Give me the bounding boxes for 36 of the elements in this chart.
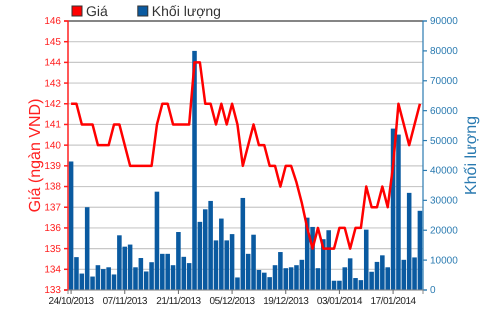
y2-tick-label: 50000 — [430, 136, 458, 147]
x-tick-label: 05/12/2013 — [210, 296, 256, 308]
y2-tick-label: 90000 — [430, 16, 458, 28]
line-series — [70, 61, 422, 250]
y-tick-label: 133 — [44, 285, 62, 296]
x-tick-label: 19/12/2013 — [263, 296, 310, 308]
y-tick-label: 145 — [44, 36, 62, 48]
y-tick-label: 142 — [44, 98, 62, 110]
y2-tick-label: 70000 — [430, 76, 458, 87]
y-axis-title: Giá (ngàn VND) — [27, 98, 44, 212]
y-tick-label: 139 — [44, 161, 62, 172]
y-tick-label: 136 — [44, 223, 62, 234]
y2-tick-label: 30000 — [430, 196, 458, 207]
y-tick-label: 137 — [44, 202, 62, 214]
y-tick-label: 134 — [44, 264, 62, 276]
y2-tick-label: 40000 — [430, 166, 458, 177]
y-tick-label: 143 — [44, 78, 62, 90]
legend-label: Giá — [86, 3, 108, 19]
y2-tick-label: 60000 — [430, 106, 458, 117]
y2-tick-label: 10000 — [430, 255, 458, 266]
x-tick-label: 24/10/2013 — [48, 296, 95, 308]
y-tick-label: 141 — [44, 120, 62, 131]
y-tick-label: 138 — [44, 182, 62, 193]
x-tick-label: 21/11/2013 — [156, 296, 202, 308]
y-tick-label: 146 — [44, 16, 62, 28]
x-tick-label: 17/01/2014 — [370, 296, 417, 308]
x-tick-label: 03/01/2014 — [316, 296, 363, 308]
y-tick-label: 140 — [44, 140, 62, 152]
y2-tick-label: 0 — [430, 285, 436, 296]
x-tick-label: 07/11/2013 — [102, 296, 148, 308]
y2-tick-label: 80000 — [430, 46, 458, 58]
y-tick-label: 135 — [44, 244, 62, 255]
y-tick-label: 144 — [44, 58, 62, 69]
legend-label: Khối lượng — [152, 3, 221, 19]
y2-tick-label: 20000 — [430, 225, 458, 236]
y2-axis-title: Khối lượng — [463, 116, 480, 196]
